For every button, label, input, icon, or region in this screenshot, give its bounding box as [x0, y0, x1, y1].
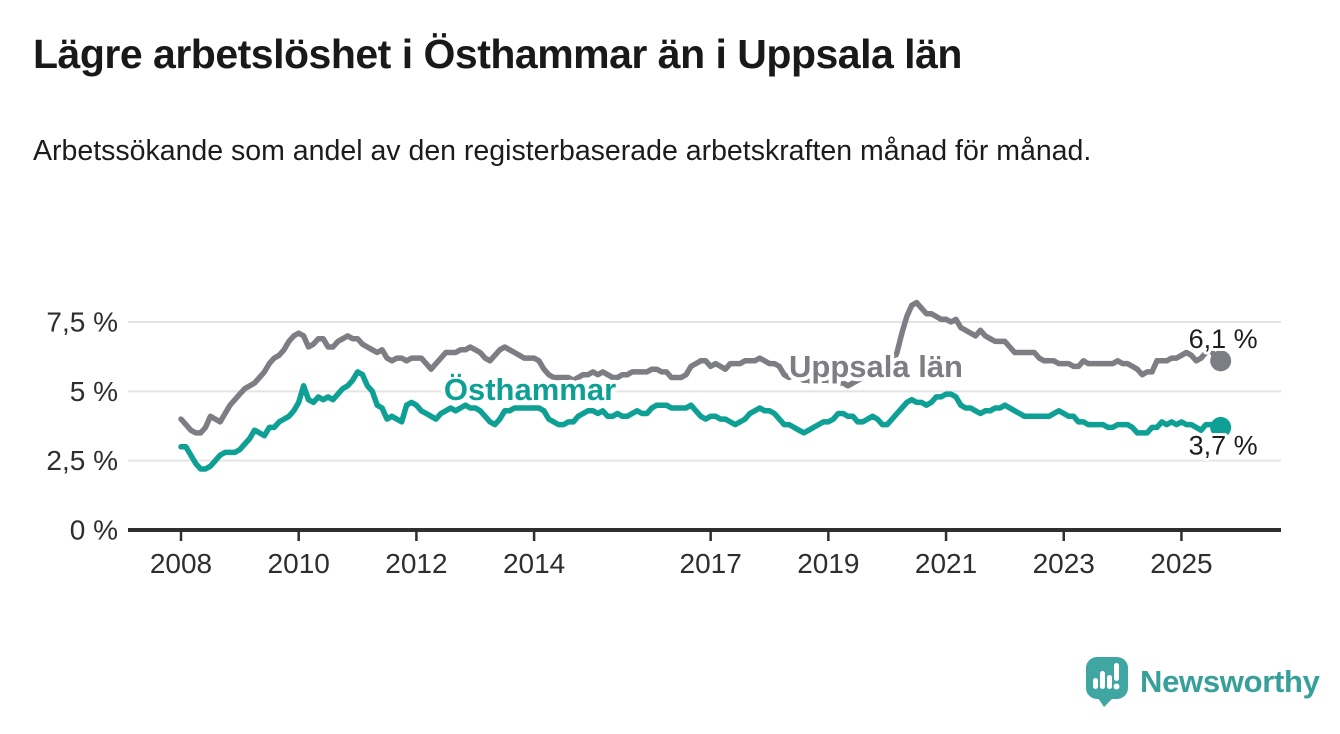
series-end-point-osthammar	[1210, 416, 1232, 438]
x-axis-label-2010: 2010	[268, 548, 330, 579]
x-axis-label-2014: 2014	[503, 548, 565, 579]
newsworthy-logo-text: Newsworthy	[1140, 664, 1320, 699]
y-axis-label-0: 0 %	[70, 515, 118, 546]
series-line-uppsala-lan	[178, 299, 1224, 436]
series-label-osthammar: Östhammar	[444, 372, 616, 407]
series-end-label-osthammar: 3,7 %	[1189, 430, 1258, 460]
series-line-osthammar	[178, 369, 1224, 472]
series-label-uppsala-lan: Uppsala län	[789, 349, 963, 384]
logo-bar-3	[1107, 675, 1112, 689]
newsworthy-logo-icon	[1086, 657, 1128, 707]
y-axis-label-5: 5 %	[70, 376, 118, 407]
x-axis-label-2021: 2021	[915, 548, 977, 579]
line-chart: 0 % 2,5 % 5 % 7,5 % 2008 2010 2012 2014 2017 2019…	[46, 299, 1281, 579]
chart-title: Lägre arbetslöshet i Östhammar än i Upps…	[33, 31, 962, 77]
x-axis-label-2012: 2012	[385, 548, 447, 579]
x-axis-label-2017: 2017	[680, 548, 742, 579]
y-axis-label-2.5: 2,5 %	[46, 445, 118, 476]
y-axis-label-7.5: 7,5 %	[46, 307, 118, 338]
logo-exclamation-dot	[1113, 683, 1120, 690]
series-labels: Uppsala län 6,1 % Östhammar 3,7 %	[440, 321, 1261, 464]
chart-subtitle: Arbetssökande som andel av den registerb…	[33, 135, 1092, 167]
axes: 0 % 2,5 % 5 % 7,5 % 2008 2010 2012 2014 2017 2019…	[46, 307, 1281, 579]
gridlines	[128, 321, 1281, 462]
x-axis-label-2025: 2025	[1150, 548, 1212, 579]
x-axis-label-2019: 2019	[797, 548, 859, 579]
x-axis-label-2023: 2023	[1033, 548, 1095, 579]
logo-exclamation-bar	[1114, 663, 1119, 681]
logo-bar-1	[1093, 678, 1098, 689]
newsworthy-logo: Newsworthy	[1085, 656, 1320, 708]
series-end-label-uppsala-lan: 6,1 %	[1189, 324, 1258, 354]
series-lines	[178, 299, 1224, 472]
logo-bar-2	[1100, 671, 1105, 689]
x-axis-label-2008: 2008	[150, 548, 212, 579]
logo-bubble-tail	[1098, 698, 1113, 707]
series-end-point-uppsala-lan	[1210, 350, 1232, 372]
